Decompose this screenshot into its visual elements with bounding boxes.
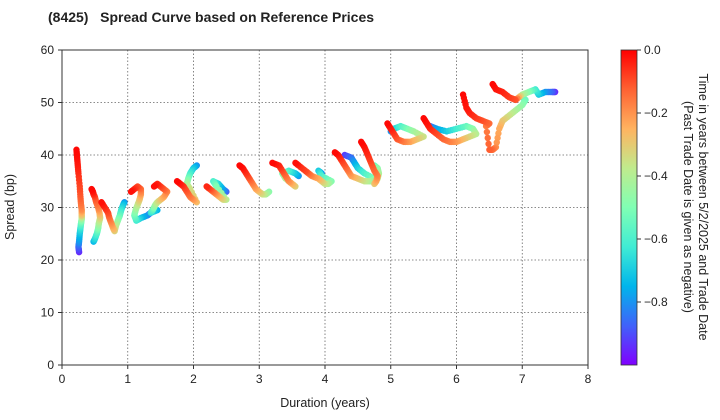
y-tick-label: 0 xyxy=(47,358,54,372)
colorbar xyxy=(620,49,638,366)
x-axis-label: Duration (years) xyxy=(280,396,370,410)
colorbar-tick-label: 0.0 xyxy=(644,43,661,57)
data-point xyxy=(384,120,391,127)
data-point xyxy=(483,128,491,136)
x-tick-label: 1 xyxy=(124,372,131,386)
data-point xyxy=(420,115,427,122)
data-point xyxy=(459,91,467,98)
y-tick-label: 20 xyxy=(41,253,55,267)
y-tick-label: 40 xyxy=(41,148,55,162)
scatter-points xyxy=(73,80,559,256)
colorbar-tick-labels: 0.0 −0.2 −0.4 −0.6 −0.8 xyxy=(637,43,668,309)
data-point xyxy=(88,185,95,193)
colorbar-tick-label: −0.6 xyxy=(644,232,668,246)
x-tick-label: 0 xyxy=(59,372,66,386)
x-tick-labels: 0 1 2 3 4 5 6 7 8 xyxy=(59,365,592,386)
y-tick-label: 30 xyxy=(41,201,55,215)
data-point xyxy=(292,159,299,167)
colorbar-tick-label: −0.2 xyxy=(644,106,668,120)
data-point xyxy=(203,183,210,190)
colorbar-label-line1: Time in years between 5/2/2025 and Trade… xyxy=(696,73,710,340)
x-tick-label: 8 xyxy=(585,372,592,386)
chart-title: (8425) Spread Curve based on Reference P… xyxy=(48,9,374,25)
y-tick-label: 60 xyxy=(41,43,55,57)
x-tick-label: 4 xyxy=(322,372,329,386)
x-tick-label: 7 xyxy=(519,372,526,386)
x-tick-label: 3 xyxy=(256,372,263,386)
x-tick-label: 2 xyxy=(190,372,197,386)
data-point xyxy=(331,149,339,156)
x-tick-label: 5 xyxy=(387,372,394,386)
y-tick-label: 10 xyxy=(41,306,55,320)
y-tick-labels: 0 10 20 30 40 50 60 xyxy=(41,43,62,372)
x-tick-label: 6 xyxy=(453,372,460,386)
data-point xyxy=(150,183,158,190)
data-point xyxy=(127,188,135,195)
data-point xyxy=(73,146,80,153)
data-point xyxy=(485,140,492,148)
data-point xyxy=(484,134,491,142)
y-tick-label: 50 xyxy=(41,96,55,110)
colorbar-tick-label: −0.8 xyxy=(644,295,668,309)
data-point xyxy=(489,80,496,88)
data-point xyxy=(269,159,276,167)
data-point xyxy=(236,162,243,169)
data-point xyxy=(357,138,365,146)
data-point xyxy=(486,146,493,153)
colorbar-tick-label: −0.4 xyxy=(644,169,668,183)
colorbar-label-line2: (Past Trade Date is given as negative) xyxy=(681,101,695,313)
data-point xyxy=(98,199,105,206)
data-point xyxy=(173,178,181,185)
y-axis-label: Spread (bp) xyxy=(3,174,17,240)
